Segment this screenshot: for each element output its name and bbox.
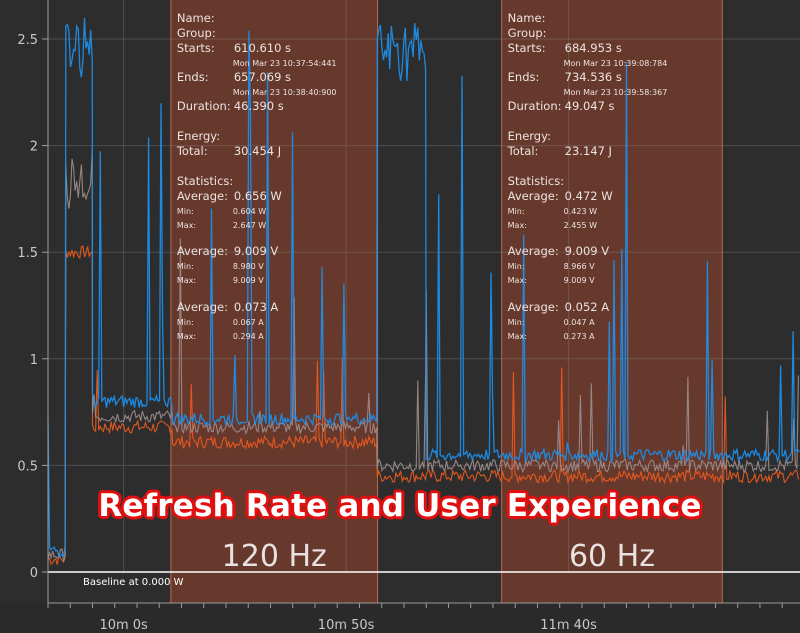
stat-label: Statistics:	[177, 174, 233, 188]
stat-value: 9.009 V	[233, 276, 264, 285]
y-tick-label-3: 1.5	[17, 246, 38, 261]
stat-value: 0.067 A	[233, 318, 264, 327]
stat-value: 9.009 V	[565, 244, 610, 258]
stat-label: Min:	[177, 207, 194, 216]
stat-label: Min:	[177, 318, 194, 327]
stat-value: 8.966 V	[564, 262, 595, 271]
region-0-label: 120 Hz	[222, 539, 327, 574]
stat-label: Energy:	[508, 129, 551, 143]
stat-value: 2.647 W	[233, 221, 266, 230]
y-tick-label-4: 2	[30, 140, 38, 155]
stat-label: Name:	[177, 11, 215, 25]
stat-value: 46.390 s	[234, 99, 284, 113]
stat-label: Min:	[508, 318, 525, 327]
stat-label: Average:	[508, 189, 559, 203]
stat-value: 0.656 W	[234, 189, 282, 203]
baseline-label: Baseline at 0.000 W	[83, 577, 184, 588]
stat-label: Total:	[507, 144, 539, 158]
stat-value: Mon Mar 23 10:39:08:784	[564, 59, 668, 68]
stat-value: Mon Mar 23 10:37:54:441	[233, 59, 337, 68]
stat-label: Max:	[177, 332, 196, 341]
x-tick-label-1: 10m 50s	[318, 618, 375, 633]
stat-label: Name:	[508, 11, 546, 25]
stat-label: Group:	[177, 26, 216, 40]
stat-label: Min:	[508, 262, 525, 271]
series-line-0	[47, 17, 800, 558]
stat-value: 684.953 s	[565, 41, 622, 55]
region-1-stats-panel: Name:Group:Starts: 684.953 s Mon Mar 23 10…	[507, 11, 668, 574]
stat-value: 8.980 V	[233, 262, 264, 271]
stat-value: 610.610 s	[234, 41, 291, 55]
stat-label: Max:	[508, 221, 527, 230]
region-0-stats-panel: Name:Group:Starts: 610.610 s Mon Mar 23 10…	[176, 11, 337, 574]
x-axis-band	[0, 603, 800, 633]
region-1-label: 60 Hz	[569, 539, 655, 574]
stat-value: 0.047 A	[564, 318, 595, 327]
stat-label: Statistics:	[508, 174, 564, 188]
stat-value: 657.069 s	[234, 70, 291, 84]
series-layer	[47, 17, 800, 566]
x-tick-label-2: 11m 40s	[540, 618, 597, 633]
stat-label: Average:	[177, 244, 228, 258]
y-tick-label-5: 2.5	[17, 33, 38, 48]
y-tick-label-0: 0	[30, 566, 38, 581]
stat-label: Duration:	[508, 99, 562, 113]
stat-value: 0.052 A	[565, 300, 610, 314]
stat-label: Ends:	[508, 70, 540, 84]
y-tick-label-2: 1	[30, 353, 38, 368]
stat-label: Max:	[177, 221, 196, 230]
stat-label: Max:	[508, 332, 527, 341]
y-tick-label-1: 0.5	[17, 459, 38, 474]
stat-label: Ends:	[177, 70, 209, 84]
stat-label: Starts:	[177, 41, 215, 55]
stat-label: Average:	[177, 189, 228, 203]
stat-label: Energy:	[177, 129, 220, 143]
stat-label: Max:	[508, 276, 527, 285]
stat-value: 30.454 J	[234, 144, 281, 158]
stat-label: Max:	[177, 276, 196, 285]
series-line-2	[47, 245, 799, 566]
stat-label: Starts:	[508, 41, 546, 55]
stat-value: 49.047 s	[565, 99, 615, 113]
x-tick-label-0: 10m 0s	[99, 618, 148, 633]
stat-value: 0.472 W	[565, 189, 613, 203]
headline-title: Refresh Rate and User Experience	[98, 488, 702, 524]
region-1	[501, 0, 723, 603]
stat-label: Min:	[177, 262, 194, 271]
stat-value: 0.273 A	[564, 332, 595, 341]
stat-label: Duration:	[177, 99, 231, 113]
stat-value: 734.536 s	[565, 70, 622, 84]
stat-label: Total:	[176, 144, 208, 158]
stat-value: 9.009 V	[564, 276, 595, 285]
stat-label: Average:	[508, 244, 559, 258]
stat-label: Average:	[177, 300, 228, 314]
stat-value: 9.009 V	[234, 244, 279, 258]
stat-value: Mon Mar 23 10:39:58:367	[564, 88, 668, 97]
stat-value: 23.147 J	[565, 144, 612, 158]
stat-value: 2.455 W	[564, 221, 597, 230]
stat-label: Group:	[508, 26, 547, 40]
stat-value: 0.294 A	[233, 332, 264, 341]
stat-label: Min:	[508, 207, 525, 216]
stat-value: Mon Mar 23 10:38:40:900	[233, 88, 337, 97]
stat-value: 0.073 A	[234, 300, 279, 314]
stat-label: Average:	[508, 300, 559, 314]
stat-value: 0.423 W	[564, 207, 597, 216]
stat-value: 0.604 W	[233, 207, 266, 216]
